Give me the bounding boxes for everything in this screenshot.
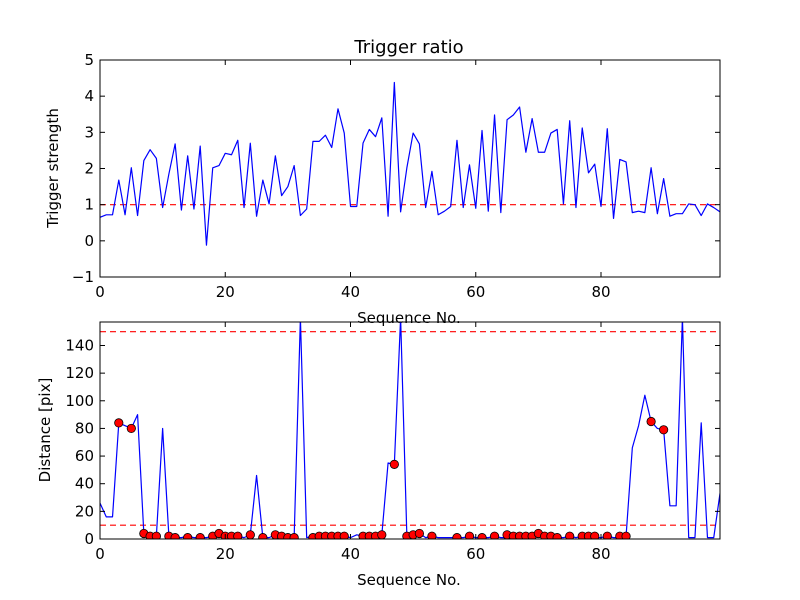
series-line (100, 81, 720, 246)
x-axis-label: Sequence No. (357, 309, 461, 327)
data-point-marker (389, 459, 399, 469)
x-tick-label: 60 (466, 545, 485, 563)
data-point-marker (552, 533, 562, 539)
data-point-marker (452, 533, 462, 539)
data-point-marker (590, 531, 600, 539)
x-tick-label: 40 (341, 283, 360, 301)
data-point-marker (565, 531, 575, 539)
data-point-marker (477, 533, 487, 539)
data-point-marker (233, 531, 243, 539)
x-tick-label: 0 (95, 283, 105, 301)
y-tick-label: 3 (84, 123, 94, 141)
data-point-marker (489, 531, 500, 539)
data-point-marker (377, 530, 387, 539)
y-tick-label: 80 (75, 419, 94, 437)
data-point-marker (126, 423, 136, 434)
y-tick-label: −1 (72, 268, 94, 286)
y-tick-label: 4 (84, 87, 94, 105)
y-tick-label: 0 (84, 530, 94, 548)
data-point-marker (602, 531, 612, 539)
chart-title: Trigger ratio (353, 37, 463, 58)
plot-content (100, 81, 720, 246)
data-point-marker (258, 533, 268, 539)
data-point-marker (414, 528, 424, 539)
x-axis-label: Sequence No. (357, 571, 461, 589)
data-point-marker (195, 533, 205, 539)
x-tick-label: 20 (216, 283, 235, 301)
y-tick-label: 20 (75, 502, 94, 520)
data-point-marker (339, 531, 349, 539)
data-point-marker (151, 531, 161, 539)
y-tick-label: 5 (84, 51, 94, 69)
plot-content (100, 322, 720, 539)
data-point-marker (170, 533, 180, 539)
data-point-marker (427, 531, 437, 539)
y-tick-label: 100 (65, 392, 94, 410)
x-tick-label: 0 (95, 545, 105, 563)
x-tick-label: 80 (591, 545, 610, 563)
y-tick-label: 1 (84, 196, 94, 214)
x-tick-label: 60 (466, 283, 485, 301)
y-tick-label: 60 (75, 447, 94, 465)
data-point-marker (659, 425, 669, 435)
y-tick-label: 140 (65, 336, 94, 354)
data-point-marker (245, 530, 255, 539)
y-axis-label: Distance [pix] (36, 378, 54, 483)
y-tick-label: 120 (65, 364, 94, 382)
data-point-marker (183, 533, 193, 539)
distance-chart: 0 20 40 60 80 0 20 40 60 80 100 120 140 Sequence No.… (36, 321, 721, 589)
axes-frame (99, 321, 721, 540)
data-point-marker (646, 416, 656, 427)
distance-plot-area: 0 20 40 60 80 0 20 40 60 80 100 120 140 (65, 321, 721, 563)
x-tick-label: 40 (341, 545, 360, 563)
y-tick-label: 2 (84, 160, 94, 178)
data-point-marker (114, 418, 124, 428)
data-point-marker (464, 531, 475, 539)
x-tick-label: 20 (216, 545, 235, 563)
y-tick-label: 0 (84, 232, 94, 250)
data-point-marker (289, 533, 299, 539)
y-axis-label: Trigger strength (44, 108, 62, 229)
x-tick-label: 80 (591, 283, 610, 301)
data-point-marker (621, 531, 631, 539)
y-tick-label: 40 (75, 475, 94, 493)
